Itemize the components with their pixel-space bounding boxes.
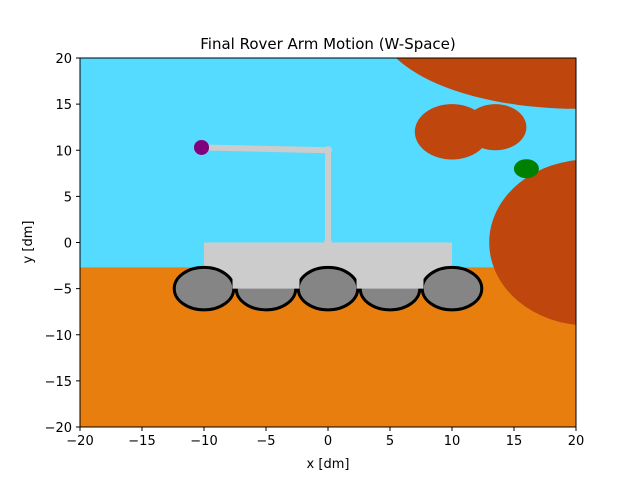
arm-joint-0 (324, 238, 332, 247)
x-tick-label-6: 10 (444, 434, 461, 449)
x-tick-label-0: −20 (66, 434, 93, 449)
x-tick-label-8: 20 (568, 434, 585, 449)
wheel-4 (420, 265, 484, 312)
x-tick-label-7: 15 (506, 434, 523, 449)
y-axis-label: y [dm] (21, 221, 36, 264)
rock-2 (464, 104, 527, 151)
x-tick-label-4: 0 (324, 434, 332, 449)
arm-joint-1 (324, 146, 332, 155)
x-tick-label-1: −15 (128, 434, 155, 449)
wheel-0 (172, 265, 236, 312)
arm-group (194, 139, 539, 247)
y-tick-label-0: −20 (45, 421, 72, 436)
rover-group (172, 242, 484, 312)
y-axis-ticks: −20 −15 −10 −5 0 5 10 15 20 (45, 52, 80, 436)
rock-3 (489, 160, 576, 325)
rock-0 (396, 58, 576, 109)
plot-area (80, 58, 576, 427)
y-tick-label-5: 5 (64, 190, 72, 205)
x-tick-label-2: −10 (190, 434, 217, 449)
chart-title: Final Rover Arm Motion (W-Space) (200, 35, 456, 53)
y-tick-label-3: −5 (53, 283, 72, 298)
y-tick-label-4: 0 (64, 237, 72, 252)
y-tick-label-2: −10 (45, 329, 72, 344)
rocks-group (396, 58, 576, 325)
target-point (513, 159, 539, 179)
x-axis-label: x [dm] (307, 457, 350, 472)
x-axis-ticks: −20 −15 −10 −5 0 5 10 15 20 (66, 427, 584, 449)
rover-body-segment-3 (356, 242, 424, 289)
wheel-2 (296, 265, 360, 312)
y-tick-label-6: 10 (55, 144, 72, 159)
rover-body-segment-1 (232, 242, 300, 289)
x-tick-label-5: 5 (386, 434, 394, 449)
y-tick-label-7: 15 (55, 98, 72, 113)
y-tick-label-1: −15 (45, 375, 72, 390)
y-tick-label-8: 20 (55, 52, 72, 67)
x-tick-label-3: −5 (256, 434, 275, 449)
end-effector-point (194, 139, 210, 155)
